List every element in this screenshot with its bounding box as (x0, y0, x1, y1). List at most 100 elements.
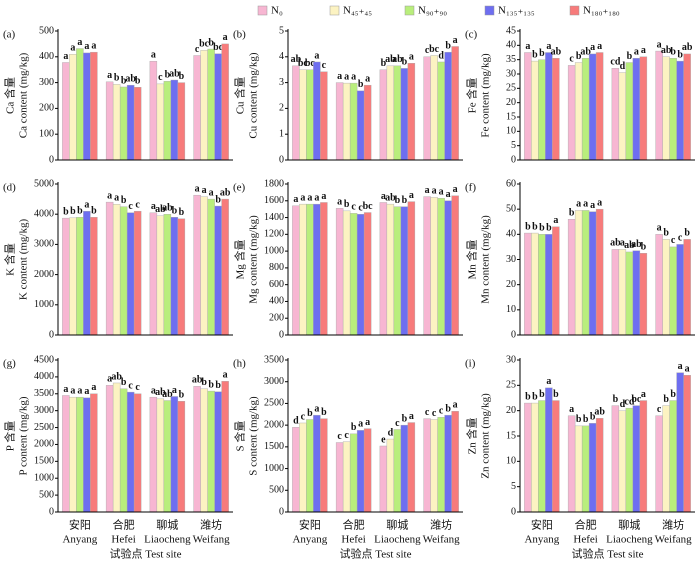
bar (451, 46, 459, 161)
significance-letter: b (63, 206, 69, 217)
significance-letter: a (641, 45, 646, 56)
bar (595, 208, 604, 336)
bar (379, 445, 388, 513)
y-tick-label: 2 (279, 103, 284, 114)
y-tick-label: 1200 (264, 229, 284, 240)
significance-letter: a (307, 192, 312, 203)
y-tick-label: 200 (39, 103, 54, 114)
y-label-cn: P 含量 (3, 421, 17, 451)
significance-letter: a (439, 187, 444, 198)
bar (313, 203, 321, 336)
significance-letter: a (576, 199, 581, 210)
y-label-en: Cu content (mg/kg) (248, 52, 260, 138)
panel-label: (d) (3, 182, 16, 194)
significance-letter: a (685, 363, 690, 374)
legend-swatch (329, 5, 340, 16)
x-tick-label-cn: 合肥 (575, 518, 597, 532)
x-tick-label-cn: 合肥 (343, 518, 365, 532)
bar (119, 206, 128, 336)
significance-letter: c (425, 45, 430, 56)
bar (335, 442, 344, 513)
significance-letter: bc (305, 58, 316, 69)
bar (126, 391, 135, 513)
significance-letter: b (627, 51, 633, 62)
bar (112, 204, 121, 336)
significance-letter: b (179, 207, 185, 218)
significance-letter: d (620, 399, 626, 410)
y-tick-label: 0 (279, 329, 284, 340)
y-tick-label: 5 (511, 140, 516, 151)
bar (105, 385, 114, 513)
bar (451, 411, 459, 513)
bar (83, 210, 91, 336)
significance-letter: b (445, 40, 451, 51)
bar (595, 418, 604, 513)
significance-letter: a (314, 192, 319, 203)
bar (62, 395, 70, 513)
significance-letter: b (395, 195, 401, 206)
y-label-en: K content (mg/kg) (18, 219, 30, 301)
significance-letter: a (432, 186, 437, 197)
bar (320, 202, 328, 336)
y-tick-label: 25 (506, 83, 516, 94)
bar (83, 52, 91, 161)
significance-letter: a (590, 42, 595, 53)
bar (393, 206, 402, 336)
bar (335, 208, 344, 336)
y-tick-label: 0 (279, 154, 284, 165)
significance-letter: b (358, 79, 364, 90)
y-label-en: Zn content (mg/kg) (480, 393, 492, 479)
bar (356, 90, 365, 161)
bar (349, 213, 358, 336)
significance-letter: b (641, 242, 647, 253)
bar (306, 69, 314, 161)
significance-letter: c (569, 54, 574, 65)
bar (386, 438, 395, 513)
y-tick-label: 100 (39, 128, 54, 139)
significance-letter: bc (363, 201, 374, 212)
significance-letter: bc (429, 44, 440, 55)
y-tick-label: 3000 (264, 376, 284, 387)
bar (156, 398, 165, 513)
bar (618, 410, 627, 513)
significance-letter: c (301, 411, 306, 422)
significance-letter: a (337, 197, 342, 208)
x-tick-label-en: Anyang (62, 534, 97, 546)
y-label-cn: S 含量 (233, 421, 247, 452)
bar (69, 396, 77, 513)
y-tick-label: 20 (506, 279, 516, 290)
significance-letter: a (151, 385, 156, 396)
y-tick-label: 4500 (34, 354, 54, 365)
y-tick-label: 1600 (264, 195, 284, 206)
y-label-cn: K 含量 (3, 243, 17, 276)
bar (669, 400, 677, 513)
x-tick-label-en: Liaocheng (144, 534, 191, 546)
significance-letter: a (553, 215, 558, 226)
significance-letter: b (208, 379, 214, 390)
bar (574, 62, 583, 161)
bar (531, 232, 539, 336)
y-tick-label: 40 (506, 229, 516, 240)
bar (538, 400, 546, 513)
significance-letter: b (539, 389, 545, 400)
bar (595, 52, 604, 161)
bar (588, 423, 597, 513)
y-tick-label: 3500 (264, 354, 284, 365)
significance-letter: cd (610, 57, 620, 68)
y-tick-label: 2500 (264, 398, 284, 409)
bar (444, 414, 452, 513)
y-tick-label: 1500 (34, 456, 54, 467)
significance-letter: c (195, 44, 200, 55)
significance-letter: a (70, 43, 75, 54)
bar (444, 200, 452, 336)
significance-letter: ab (385, 192, 396, 203)
bar (618, 249, 627, 336)
bar (655, 50, 663, 161)
significance-letter: a (70, 385, 75, 396)
y-tick-label: 4000 (34, 208, 54, 219)
bar (299, 422, 307, 513)
bar (400, 206, 409, 336)
bar (76, 396, 84, 513)
bar (655, 415, 663, 513)
bar (400, 424, 409, 513)
